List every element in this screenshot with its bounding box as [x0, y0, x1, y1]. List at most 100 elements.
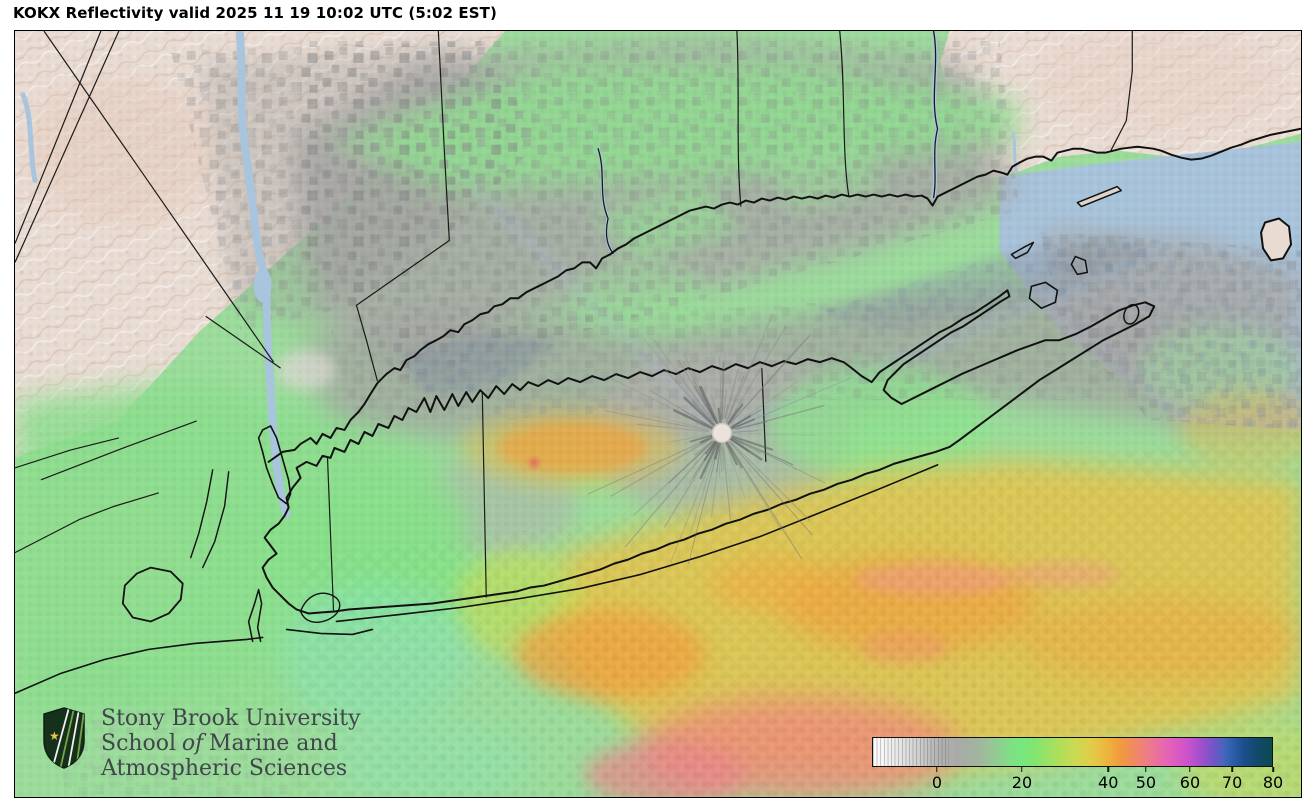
radar-spoke [729, 445, 803, 560]
logo-line-1: Stony Brook University [101, 706, 361, 731]
radar-spoke [722, 447, 732, 521]
radar-spoke [718, 445, 722, 479]
colorbar-tick [1021, 767, 1023, 772]
radar-spoke [730, 418, 756, 430]
ny-nj-border [43, 31, 275, 363]
radar-spoke [724, 442, 746, 499]
colorbar-tick [1145, 767, 1147, 772]
radar-spoke [719, 356, 723, 423]
radar-spoke [684, 383, 716, 425]
radar-spoke [726, 403, 744, 426]
logo-text: Stony Brook University School of Marine an… [101, 706, 361, 781]
radar-spoke [649, 390, 710, 426]
radar-spoke [688, 446, 719, 538]
radar-spoke [705, 410, 715, 423]
radar-spoke [672, 408, 714, 430]
radar-spoke [725, 375, 745, 422]
radar-spoke [587, 438, 710, 495]
long-island-outline [261, 289, 1156, 615]
radar-spoke [717, 407, 722, 424]
radar-spoke [644, 339, 713, 422]
radar-spoke [728, 440, 813, 536]
radar-spoke [725, 441, 738, 466]
ny-ct-border [355, 31, 450, 382]
coastlines [15, 127, 1301, 695]
radar-spoke [728, 325, 787, 422]
radar-spoke [710, 394, 719, 420]
radar-spoke [723, 389, 728, 418]
jamaica-bay [299, 592, 341, 623]
colorbar-tick-label: 20 [1011, 773, 1033, 792]
radar-spoke [633, 439, 715, 516]
radar-spoke [730, 437, 826, 484]
staten-island [121, 566, 184, 623]
radar-spoke [699, 441, 719, 480]
housatonic-river [597, 148, 614, 255]
colorbar-tick-label: 0 [931, 773, 943, 792]
radar-spoke [710, 447, 721, 518]
radar-spoke [732, 432, 816, 436]
radar-spoke [725, 335, 766, 424]
radar-spoke [724, 368, 739, 419]
colorbar-tick [1107, 767, 1109, 772]
radar-spoke [713, 442, 721, 460]
radar-spoke [670, 434, 712, 443]
radar-spoke [693, 385, 716, 422]
radar-spoke [704, 440, 717, 455]
radar-spoke [733, 430, 759, 433]
radar-spoke [677, 359, 716, 422]
radar-spoke [716, 443, 722, 473]
radar-spoke [731, 442, 811, 522]
radar-spoke [651, 337, 713, 421]
block-island [1260, 217, 1293, 262]
radar-spoke [733, 380, 799, 426]
colorbar-tick-label: 70 [1221, 773, 1243, 792]
reflectivity-colorbar: 0 20 40 50 60 70 80 [872, 737, 1283, 793]
manhattan-island [257, 425, 292, 505]
radar-spoke [690, 438, 710, 450]
colorbar-tick [936, 767, 938, 772]
radar-spoke [727, 444, 743, 469]
radar-spoke [721, 361, 725, 420]
radar-spoke [699, 435, 714, 444]
radar-spoke [731, 428, 767, 433]
radar-spoke [664, 368, 715, 425]
radar-spoke [729, 414, 752, 429]
fishers-island [1076, 185, 1123, 208]
radar-spoke [722, 443, 725, 470]
logo-line-2: School of Marine and [101, 731, 338, 756]
radar-spoke [722, 390, 728, 421]
raritan-bay-coast [15, 636, 264, 695]
radar-clutter-spokes [587, 313, 853, 565]
radar-spoke [728, 441, 757, 479]
radar-spoke [732, 437, 794, 466]
colorbar-tick-label: 60 [1179, 773, 1201, 792]
colorbar-tick-label: 80 [1262, 773, 1284, 792]
colorbar-tick [1272, 767, 1274, 772]
radar-spoke [668, 440, 714, 484]
university-shield-icon: ★ [43, 707, 85, 769]
boundary-lines [15, 31, 1133, 611]
colorbar-tick-label: 50 [1135, 773, 1157, 792]
barrier-islands [335, 464, 939, 623]
shield-star-icon: ★ [49, 729, 60, 743]
colorbar-discrete-stripes [873, 738, 949, 766]
connecticut-coast [267, 127, 1301, 463]
figure-title: KOKX Reflectivity valid 2025 11 19 10:02… [13, 4, 497, 22]
radar-spoke [624, 441, 715, 548]
radar-spoke [731, 343, 802, 423]
colorbar-tick [1189, 767, 1191, 772]
radar-spoke [736, 421, 768, 430]
gardiners-island [1070, 255, 1089, 276]
map-layers [15, 31, 1301, 797]
lake-montauk [1123, 303, 1140, 325]
radar-spoke [703, 440, 718, 462]
radar-spoke [719, 401, 722, 419]
radar-spoke [604, 410, 710, 432]
echo-speckle-texture [15, 31, 1301, 797]
radar-spoke [689, 434, 713, 443]
radar-spoke [683, 396, 716, 427]
radar-spoke [731, 435, 774, 451]
radar-spoke [636, 423, 709, 433]
